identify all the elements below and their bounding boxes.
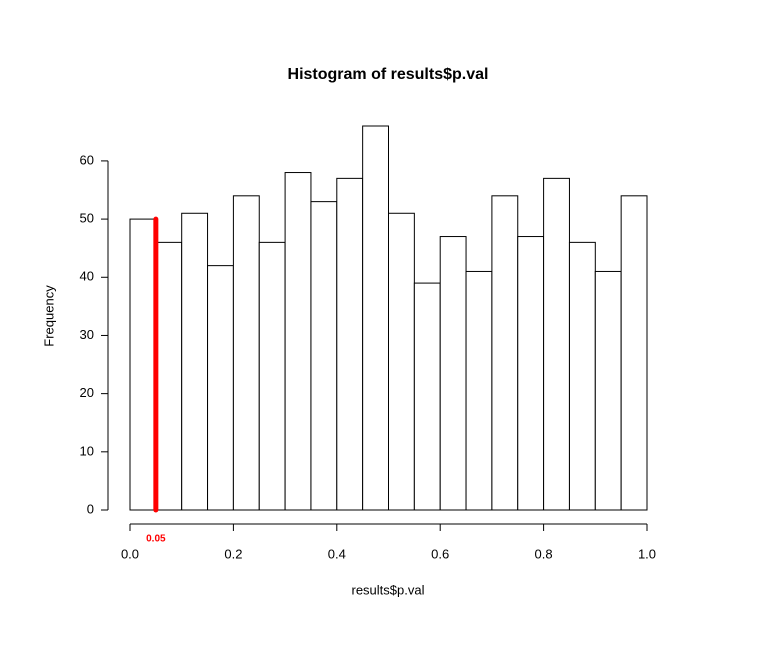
bar (517, 236, 545, 511)
bar (232, 195, 260, 511)
y-axis-label: Frequency (41, 285, 56, 347)
bar (388, 212, 415, 511)
bar (258, 241, 286, 511)
bar (594, 270, 622, 511)
y-tick-label: 0 (87, 501, 94, 516)
y-tick-label: 60 (80, 152, 94, 167)
bar (568, 241, 596, 511)
y-tick-label: 10 (80, 443, 94, 458)
bar (207, 265, 234, 511)
bar (620, 195, 648, 511)
y-tick-label: 40 (80, 269, 94, 284)
y-tick-label: 50 (80, 211, 94, 226)
bar (310, 201, 338, 511)
bar (543, 177, 570, 511)
bar (284, 172, 312, 511)
bar (362, 125, 389, 511)
y-tick-label: 20 (80, 385, 94, 400)
x-axis-label: results$p.val (352, 582, 425, 597)
bar (465, 270, 493, 511)
bar (491, 195, 519, 511)
x-tick-label: 0.2 (224, 546, 242, 561)
bar (336, 177, 364, 511)
x-tick-label: 0.8 (535, 546, 553, 561)
x-tick-label: 0.6 (431, 546, 449, 561)
bar (439, 236, 467, 511)
bar (129, 218, 157, 511)
threshold-label: 0.05 (146, 534, 166, 545)
x-tick-label: 0.4 (328, 546, 346, 561)
chart-title: Histogram of results$p.val (288, 66, 489, 83)
x-tick-label: 1.0 (638, 546, 656, 561)
bar (413, 282, 441, 511)
x-tick-label: 0.0 (121, 546, 139, 561)
bar (181, 212, 209, 511)
y-tick-label: 30 (80, 327, 94, 342)
bar (155, 241, 183, 511)
